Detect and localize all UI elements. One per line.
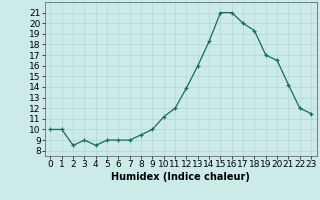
- X-axis label: Humidex (Indice chaleur): Humidex (Indice chaleur): [111, 172, 250, 182]
